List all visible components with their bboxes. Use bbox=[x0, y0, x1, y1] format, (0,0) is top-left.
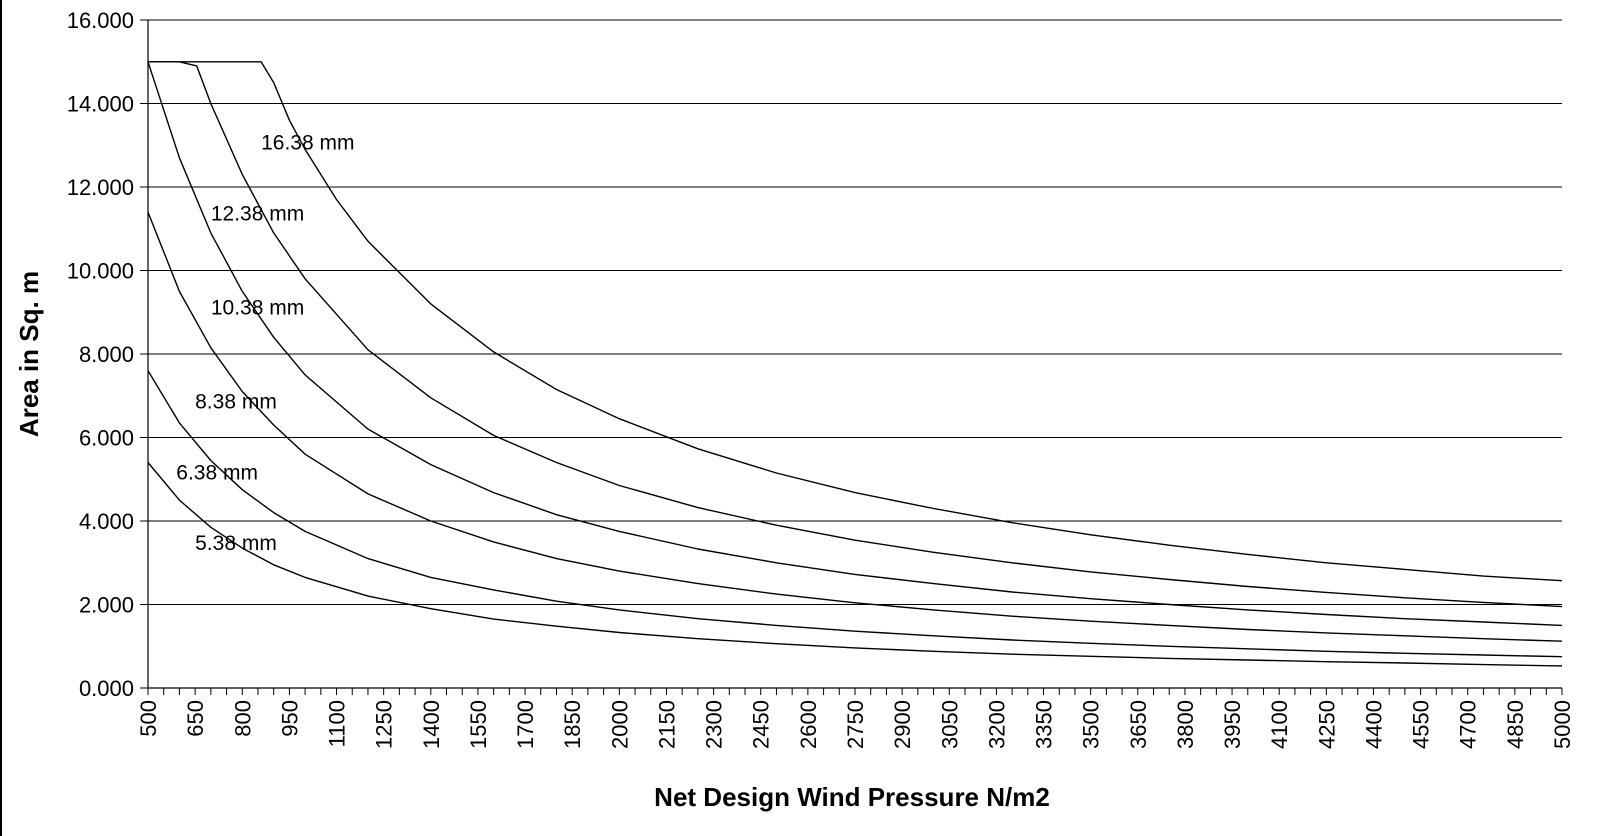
x-tick-label: 2450 bbox=[749, 700, 774, 749]
x-tick-label: 1550 bbox=[466, 700, 491, 749]
axes: 0.000 2.000 4.000 6.000 8.000 10.000 12.000 14.… bbox=[67, 8, 1575, 749]
y-tick-label: 10.000 bbox=[67, 259, 134, 284]
x-tick-label: 4550 bbox=[1409, 700, 1434, 749]
x-tick-label: 3500 bbox=[1079, 700, 1104, 749]
series-line bbox=[147, 61, 1563, 627]
x-tick-label: 3800 bbox=[1173, 700, 1198, 749]
x-tick-label: 4700 bbox=[1456, 700, 1481, 749]
x-tick-label: 500 bbox=[136, 700, 161, 737]
x-tick-label: 1100 bbox=[325, 700, 350, 747]
series-labels: 5.38 mm 6.38 mm 8.38 mm 10.38 mm 12.38 mm 16.… bbox=[176, 131, 354, 555]
y-tick-label: 0.000 bbox=[79, 676, 134, 701]
y-tick-label: 4.000 bbox=[79, 509, 134, 534]
series-label: 12.38 mm bbox=[211, 202, 304, 225]
x-tick-label: 3200 bbox=[984, 700, 1009, 749]
series-label: 16.38 mm bbox=[261, 131, 354, 154]
x-tick-label: 2000 bbox=[607, 700, 632, 749]
x-tick-label: 4250 bbox=[1314, 700, 1339, 749]
y-tick-label: 8.000 bbox=[79, 342, 134, 367]
x-tick-label: 800 bbox=[230, 700, 255, 737]
x-tick-label: 2600 bbox=[796, 700, 821, 749]
x-tick-label: 950 bbox=[277, 700, 302, 737]
x-tick-label: 3650 bbox=[1126, 700, 1151, 749]
series-label: 10.38 mm bbox=[211, 296, 304, 319]
y-tick-label: 12.000 bbox=[67, 175, 134, 200]
x-axis-title: Net Design Wind Pressure N/m2 bbox=[654, 782, 1050, 812]
x-tick-label: 1700 bbox=[513, 700, 538, 749]
x-tick-label: 650 bbox=[183, 700, 208, 737]
grid-lines bbox=[148, 19, 1562, 605]
x-tick-label: 1850 bbox=[560, 700, 585, 749]
x-tick-label: 5000 bbox=[1550, 700, 1575, 749]
y-tick-label: 6.000 bbox=[79, 426, 134, 451]
x-tick-label: 4850 bbox=[1503, 700, 1528, 749]
series-line bbox=[147, 462, 1563, 667]
x-tick-label: 2750 bbox=[843, 700, 868, 749]
series-label: 8.38 mm bbox=[195, 390, 277, 413]
x-tick-label: 3350 bbox=[1032, 700, 1057, 749]
series-line bbox=[148, 61, 1563, 582]
series-line bbox=[148, 61, 1563, 608]
series-label: 6.38 mm bbox=[176, 461, 258, 484]
y-axis-title: Area in Sq. m bbox=[14, 271, 44, 437]
y-tick-label: 2.000 bbox=[79, 593, 134, 618]
x-tick-label: 1250 bbox=[372, 700, 397, 749]
x-tick-label: 2300 bbox=[702, 700, 727, 749]
x-tick-label: 2900 bbox=[890, 700, 915, 749]
series-line bbox=[147, 211, 1563, 642]
x-tick-label: 4400 bbox=[1361, 700, 1386, 749]
x-tick-label: 3050 bbox=[937, 700, 962, 749]
y-tick-label: 16.000 bbox=[67, 8, 134, 33]
x-tick-label: 2150 bbox=[654, 700, 679, 749]
series-label: 5.38 mm bbox=[195, 532, 277, 555]
series-lines bbox=[147, 61, 1563, 667]
y-tick-label: 14.000 bbox=[67, 92, 134, 117]
x-tick-label: 3950 bbox=[1220, 700, 1245, 749]
x-tick-label: 1400 bbox=[419, 700, 444, 749]
series-line bbox=[147, 370, 1563, 658]
x-tick-label: 4100 bbox=[1267, 700, 1292, 749]
